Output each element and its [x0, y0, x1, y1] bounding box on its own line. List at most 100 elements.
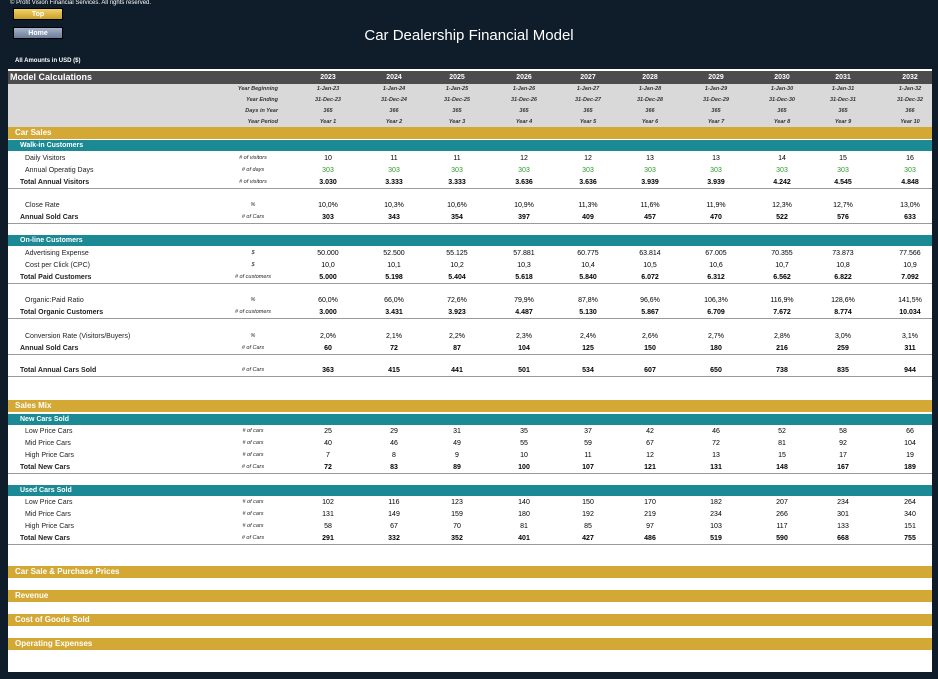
cell-value[interactable]: 303	[322, 214, 334, 221]
cell-value[interactable]: 31-Dec-23	[315, 97, 341, 103]
cell-value[interactable]: 15	[839, 155, 847, 162]
cell-value[interactable]: 67	[646, 440, 654, 447]
cell-value[interactable]: 10,4	[581, 262, 595, 269]
cell-value[interactable]: 397	[518, 214, 530, 221]
cell-value[interactable]: 13	[712, 155, 720, 162]
cell-value[interactable]: 2029	[708, 74, 724, 81]
cell-value[interactable]: 12	[646, 452, 654, 459]
cell-value[interactable]: 303	[322, 167, 334, 174]
cell-value[interactable]: 3.636	[515, 179, 533, 186]
cell-value[interactable]: 2,2%	[449, 333, 465, 340]
cell-value[interactable]: 470	[710, 214, 722, 221]
cell-value[interactable]: 3,1%	[902, 333, 918, 340]
cell-value[interactable]: 415	[388, 367, 400, 374]
cell-value[interactable]: 2,3%	[516, 333, 532, 340]
cell-value[interactable]: 5.867	[641, 309, 659, 316]
cell-value[interactable]: 85	[584, 523, 592, 530]
cell-value[interactable]: 12,3%	[772, 202, 792, 209]
cell-value[interactable]: 291	[322, 535, 334, 542]
cell-value[interactable]: 3.333	[448, 179, 466, 186]
cell-value[interactable]: 365	[838, 108, 848, 114]
cell-value[interactable]: 303	[518, 167, 530, 174]
cell-value[interactable]: 519	[710, 535, 722, 542]
cell-value[interactable]: 180	[710, 345, 722, 352]
cell-value[interactable]: 87	[453, 345, 461, 352]
cell-value[interactable]: 106,3%	[704, 297, 728, 304]
cell-value[interactable]: 55	[520, 440, 528, 447]
cell-value[interactable]: 10,2	[450, 262, 464, 269]
cell-value[interactable]: 10,3	[517, 262, 531, 269]
cell-value[interactable]: 59	[584, 440, 592, 447]
spreadsheet[interactable]: Model Calculations 2023 2024 2025 2026 2027 20…	[8, 69, 932, 672]
cell-value[interactable]: 2023	[320, 74, 336, 81]
cell-value[interactable]: 7	[326, 452, 330, 459]
cell-value[interactable]: 131	[322, 511, 334, 518]
cell-value[interactable]: 1-Jan-25	[445, 86, 469, 92]
cell-value[interactable]: 189	[904, 464, 916, 471]
cell-value[interactable]: 9	[455, 452, 459, 459]
cell-value[interactable]: 58	[324, 523, 332, 530]
cell-value[interactable]: 352	[451, 535, 463, 542]
cell-value[interactable]: 97	[646, 523, 654, 530]
cell-value[interactable]: 738	[776, 367, 788, 374]
cell-value[interactable]: 354	[451, 214, 463, 221]
cell-value[interactable]: 340	[904, 511, 916, 518]
cell-value[interactable]: 311	[904, 345, 916, 352]
cell-value[interactable]: 3.431	[385, 309, 403, 316]
cell-value[interactable]: 5.130	[579, 309, 597, 316]
cell-value[interactable]: 170	[644, 499, 656, 506]
cell-value[interactable]: 6.072	[641, 274, 659, 281]
cell-value[interactable]: 366	[645, 108, 655, 114]
cell-value[interactable]: 133	[837, 523, 849, 530]
cell-value[interactable]: 10,6	[709, 262, 723, 269]
cell-value[interactable]: 366	[905, 108, 915, 114]
cell-value[interactable]: 35	[520, 428, 528, 435]
cell-value[interactable]: 5.198	[385, 274, 403, 281]
cell-value[interactable]: 10.034	[899, 309, 921, 316]
cell-value[interactable]: 180	[518, 511, 530, 518]
cell-value[interactable]: 5.840	[579, 274, 597, 281]
cell-value[interactable]: 66,0%	[384, 297, 404, 304]
cell-value[interactable]: 11,9%	[706, 202, 726, 209]
cell-value[interactable]: 366	[389, 108, 399, 114]
cell-value[interactable]: 31-Dec-29	[703, 97, 729, 103]
cell-value[interactable]: 70	[453, 523, 461, 530]
cell-value[interactable]: 365	[452, 108, 462, 114]
cell-value[interactable]: 303	[582, 167, 594, 174]
cell-value[interactable]: 72	[324, 464, 332, 471]
cell-value[interactable]: 67.005	[705, 250, 727, 257]
cell-value[interactable]: Year 9	[834, 119, 852, 125]
cell-value[interactable]: 576	[837, 214, 849, 221]
cell-value[interactable]: 72,6%	[447, 297, 467, 304]
cell-value[interactable]: 3.000	[319, 309, 337, 316]
cell-value[interactable]: 2,8%	[774, 333, 790, 340]
cell-value[interactable]: 303	[388, 167, 400, 174]
cell-value[interactable]: 167	[837, 464, 849, 471]
cell-value[interactable]: 10,9	[903, 262, 917, 269]
cell-value[interactable]: 486	[644, 535, 656, 542]
cell-value[interactable]: Year 5	[579, 119, 597, 125]
home-button[interactable]: Home	[13, 27, 63, 39]
cell-value[interactable]: 1-Jan-23	[316, 86, 340, 92]
cell-value[interactable]: 590	[776, 535, 788, 542]
cell-value[interactable]: 57.881	[513, 250, 535, 257]
cell-value[interactable]: 3.939	[707, 179, 725, 186]
cell-value[interactable]: 46	[712, 428, 720, 435]
cell-value[interactable]: 31-Dec-24	[381, 97, 407, 103]
cell-value[interactable]: 14	[778, 155, 786, 162]
cell-value[interactable]: 92	[839, 440, 847, 447]
cell-value[interactable]: 60,0%	[318, 297, 338, 304]
cell-value[interactable]: 89	[453, 464, 461, 471]
cell-value[interactable]: 125	[582, 345, 594, 352]
cell-value[interactable]: 5.404	[448, 274, 466, 281]
cell-value[interactable]: 11,6%	[640, 202, 660, 209]
cell-value[interactable]: 1-Jan-26	[512, 86, 536, 92]
cell-value[interactable]: 8.774	[834, 309, 852, 316]
cell-value[interactable]: 1-Jan-28	[638, 86, 662, 92]
cell-value[interactable]: 365	[711, 108, 721, 114]
cell-value[interactable]: 117	[776, 523, 788, 530]
cell-value[interactable]: 6.709	[707, 309, 725, 316]
cell-value[interactable]: 363	[322, 367, 334, 374]
cell-value[interactable]: 11	[390, 155, 398, 162]
cell-value[interactable]: 72	[390, 345, 398, 352]
